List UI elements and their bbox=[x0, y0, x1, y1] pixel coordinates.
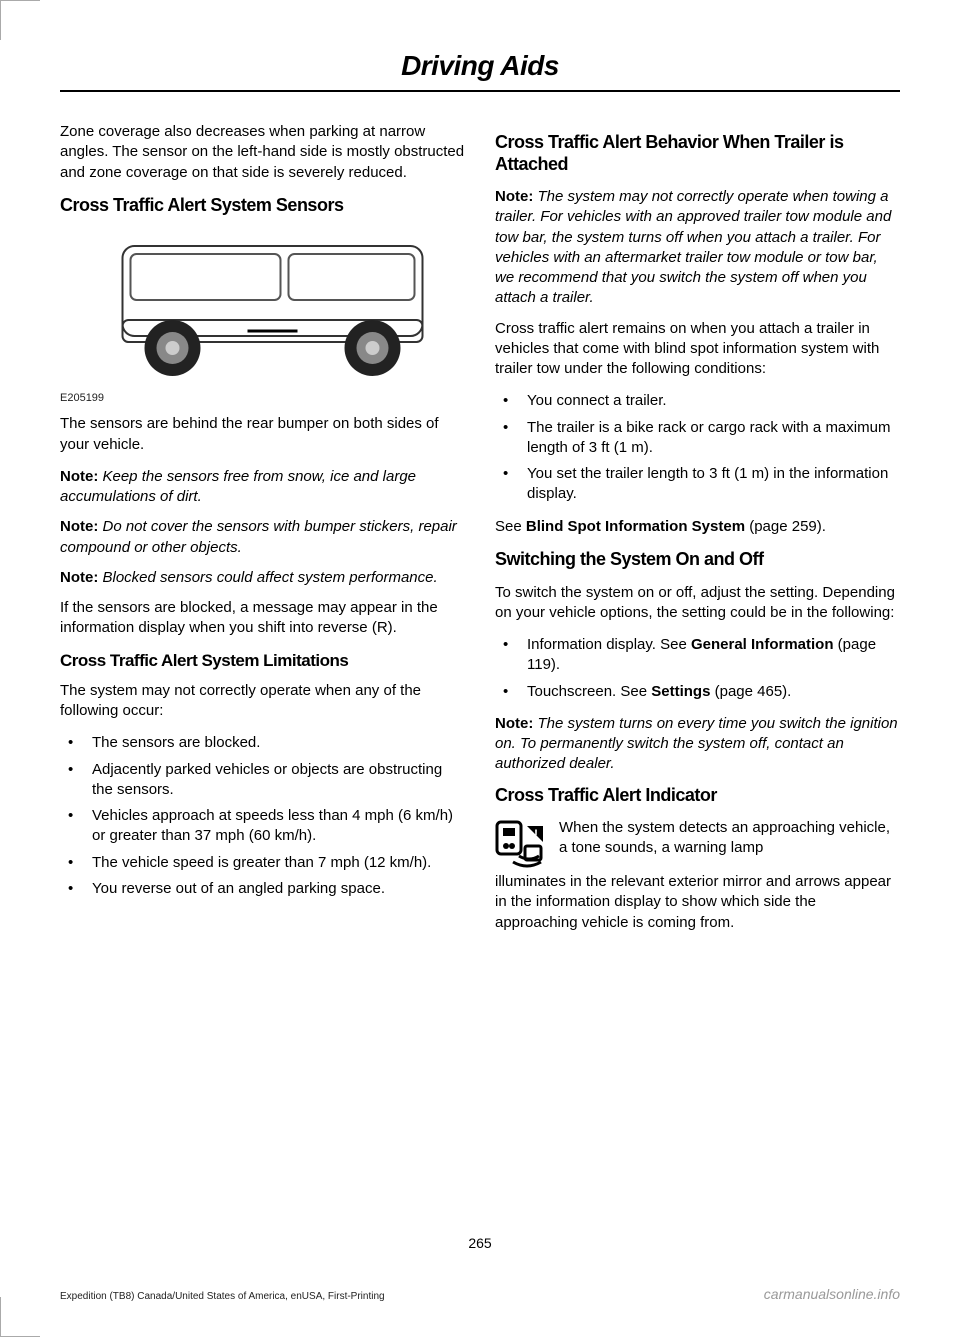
page-title: Driving Aids bbox=[60, 50, 900, 92]
svg-text:!: ! bbox=[534, 827, 538, 841]
cross-traffic-indicator-icon: ! bbox=[495, 818, 547, 870]
see-post: (page 259). bbox=[745, 518, 826, 535]
see-link: Blind Spot Information System bbox=[526, 518, 745, 535]
list-item: Adjacently parked vehicles or objects ar… bbox=[60, 760, 465, 801]
note-label: Note: bbox=[495, 188, 533, 205]
note-body: Blocked sensors could affect system perf… bbox=[98, 569, 437, 586]
note: Note: The system may not correctly opera… bbox=[495, 187, 900, 309]
note-body: Do not cover the sensors with bumper sti… bbox=[60, 518, 457, 555]
indicator-cont-text: illuminates in the relevant exterior mir… bbox=[495, 872, 900, 933]
footer-meta: Expedition (TB8) Canada/United States of… bbox=[60, 1291, 385, 1302]
note-label: Note: bbox=[495, 715, 533, 732]
list-item: Touchscreen. See Settings (page 465). bbox=[495, 682, 900, 702]
figure-vehicle-rear bbox=[60, 228, 465, 388]
item-link: General Information bbox=[691, 636, 834, 653]
note-label: Note: bbox=[60, 468, 98, 485]
note: Note: The system turns on every time you… bbox=[495, 714, 900, 775]
list-item: You connect a trailer. bbox=[495, 391, 900, 411]
item-link: Settings bbox=[651, 683, 710, 700]
page-footer: 265 Expedition (TB8) Canada/United State… bbox=[60, 1235, 900, 1302]
note: Note: Keep the sensors free from snow, i… bbox=[60, 467, 465, 508]
note-label: Note: bbox=[60, 569, 98, 586]
heading-trailer: Cross Traffic Alert Behavior When Traile… bbox=[495, 132, 900, 175]
item-pre: Information display. See bbox=[527, 636, 691, 653]
heading-sensors: Cross Traffic Alert System Sensors bbox=[60, 195, 465, 217]
paragraph: To switch the system on or off, adjust t… bbox=[495, 583, 900, 624]
heading-indicator: Cross Traffic Alert Indicator bbox=[495, 785, 900, 807]
note: Note: Do not cover the sensors with bump… bbox=[60, 517, 465, 558]
note-label: Note: bbox=[60, 518, 98, 535]
note-body: Keep the sensors free from snow, ice and… bbox=[60, 468, 416, 505]
list-item: Information display. See General Informa… bbox=[495, 635, 900, 676]
paragraph: Zone coverage also decreases when parkin… bbox=[60, 122, 465, 183]
indicator-block: ! When the system detects an approaching… bbox=[495, 818, 900, 870]
content-columns: Zone coverage also decreases when parkin… bbox=[60, 122, 900, 945]
right-column: Cross Traffic Alert Behavior When Traile… bbox=[495, 122, 900, 945]
item-pre: Touchscreen. See bbox=[527, 683, 651, 700]
note: Note: Blocked sensors could affect syste… bbox=[60, 568, 465, 588]
see-reference: See Blind Spot Information System (page … bbox=[495, 517, 900, 537]
list-item: The vehicle speed is greater than 7 mph … bbox=[60, 853, 465, 873]
list-item: You reverse out of an angled parking spa… bbox=[60, 879, 465, 899]
watermark: carmanualsonline.info bbox=[764, 1286, 900, 1302]
paragraph: The system may not correctly operate whe… bbox=[60, 681, 465, 722]
paragraph: If the sensors are blocked, a message ma… bbox=[60, 598, 465, 639]
paragraph: Cross traffic alert remains on when you … bbox=[495, 319, 900, 380]
limitations-list: The sensors are blocked. Adjacently park… bbox=[60, 733, 465, 899]
left-column: Zone coverage also decreases when parkin… bbox=[60, 122, 465, 945]
paragraph: The sensors are behind the rear bumper o… bbox=[60, 414, 465, 455]
page-number: 265 bbox=[60, 1235, 900, 1251]
indicator-lead-text: When the system detects an approaching v… bbox=[559, 818, 900, 859]
item-post: (page 465). bbox=[710, 683, 791, 700]
conditions-list: You connect a trailer. The trailer is a … bbox=[495, 391, 900, 504]
list-item: The sensors are blocked. bbox=[60, 733, 465, 753]
see-pre: See bbox=[495, 518, 526, 535]
switch-list: Information display. See General Informa… bbox=[495, 635, 900, 702]
list-item: Vehicles approach at speeds less than 4 … bbox=[60, 806, 465, 847]
heading-switching: Switching the System On and Off bbox=[495, 549, 900, 571]
note-body: The system turns on every time you switc… bbox=[495, 715, 898, 773]
list-item: You set the trailer length to 3 ft (1 m)… bbox=[495, 464, 900, 505]
list-item: The trailer is a bike rack or cargo rack… bbox=[495, 418, 900, 459]
heading-limitations: Cross Traffic Alert System Limitations bbox=[60, 651, 465, 671]
figure-id: E205199 bbox=[60, 392, 465, 404]
crop-mark bbox=[0, 0, 40, 40]
crop-mark bbox=[0, 1297, 40, 1337]
note-body: The system may not correctly operate whe… bbox=[495, 188, 891, 306]
